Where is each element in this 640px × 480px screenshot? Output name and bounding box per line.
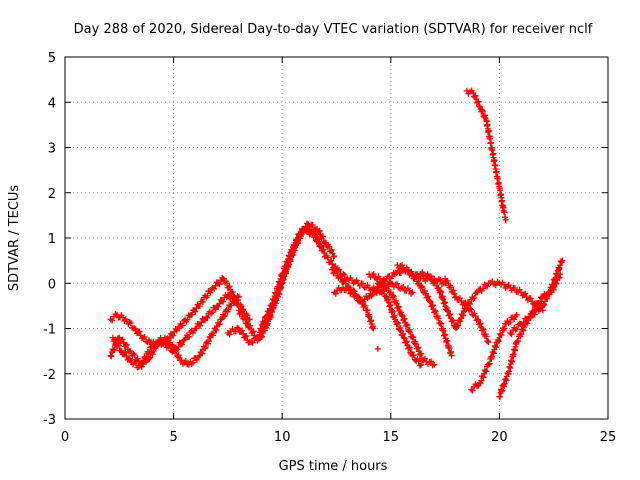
y-tick-label: 3 bbox=[48, 142, 56, 157]
x-tick-label: 0 bbox=[61, 430, 69, 445]
series-track-4 bbox=[153, 292, 242, 368]
series-track-19 bbox=[374, 345, 381, 352]
chart-title: Day 288 of 2020, Sidereal Day-to-day VTE… bbox=[74, 22, 593, 37]
x-tick-label: 20 bbox=[491, 430, 508, 445]
series-track-3 bbox=[109, 334, 160, 371]
y-tick-label: -3 bbox=[43, 413, 56, 428]
series-track-15 bbox=[463, 87, 509, 223]
series-track-18 bbox=[507, 257, 566, 338]
axis-ticks: 0 5 10 15 20 25 -3 -2 -1 0 1 2 3 4 5 bbox=[43, 51, 616, 445]
y-tick-label: 0 bbox=[48, 277, 56, 292]
x-tick-label: 25 bbox=[600, 430, 617, 445]
data-point-markers bbox=[109, 334, 160, 371]
x-tick-label: 10 bbox=[274, 430, 291, 445]
data-point-markers bbox=[153, 292, 242, 368]
series-track-14 bbox=[442, 275, 492, 346]
x-axis-label: GPS time / hours bbox=[279, 459, 388, 474]
y-tick-label: -1 bbox=[43, 323, 56, 338]
y-axis-label: SDTVAR / TECUs bbox=[7, 185, 22, 292]
y-tick-label: 1 bbox=[48, 232, 56, 247]
series-track-13 bbox=[413, 269, 546, 332]
x-tick-label: 5 bbox=[169, 430, 177, 445]
data-point-markers bbox=[413, 269, 546, 332]
data-point-markers bbox=[496, 271, 564, 400]
data-point-markers bbox=[235, 220, 338, 342]
y-tick-label: 5 bbox=[48, 51, 56, 66]
series-track-5 bbox=[235, 220, 338, 342]
data-point-markers bbox=[463, 87, 509, 223]
series-track-10 bbox=[366, 271, 438, 369]
data-point-markers bbox=[442, 275, 492, 346]
data-point-markers bbox=[374, 280, 425, 369]
data-point-markers bbox=[374, 345, 381, 352]
series-track-6 bbox=[224, 225, 325, 346]
data-point-markers bbox=[224, 225, 325, 346]
series-track-11 bbox=[374, 280, 425, 369]
data-point-markers bbox=[366, 271, 438, 369]
series-track-17 bbox=[496, 271, 564, 400]
y-tick-label: 2 bbox=[48, 187, 56, 202]
x-tick-label: 15 bbox=[383, 430, 400, 445]
data-point-markers bbox=[507, 257, 566, 338]
data-marks bbox=[107, 87, 566, 400]
y-tick-label: 4 bbox=[48, 96, 56, 111]
series-track-16 bbox=[468, 311, 520, 394]
y-tick-label: -2 bbox=[43, 368, 56, 383]
data-point-markers bbox=[468, 311, 520, 394]
